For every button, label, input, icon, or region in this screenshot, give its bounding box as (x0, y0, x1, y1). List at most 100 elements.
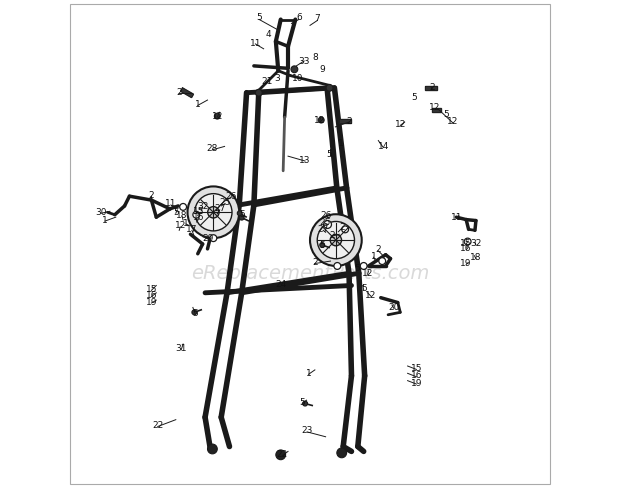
Text: 2: 2 (339, 223, 345, 232)
Circle shape (187, 186, 239, 238)
Text: 8: 8 (312, 53, 318, 62)
Text: 2: 2 (329, 231, 335, 240)
Text: 19: 19 (461, 259, 472, 268)
Text: 12: 12 (429, 103, 441, 112)
Circle shape (330, 234, 342, 246)
Circle shape (208, 206, 219, 218)
Circle shape (337, 448, 347, 458)
Text: 2: 2 (149, 191, 154, 200)
Text: 5: 5 (361, 285, 366, 293)
Text: 11: 11 (451, 213, 462, 222)
Text: 15: 15 (193, 207, 205, 216)
Circle shape (180, 203, 187, 210)
Text: 15: 15 (461, 239, 472, 247)
Text: 14: 14 (378, 142, 389, 151)
Text: 13: 13 (299, 156, 311, 164)
Text: 32: 32 (197, 202, 208, 211)
Text: 2: 2 (312, 258, 317, 267)
Text: 25: 25 (219, 198, 231, 207)
Circle shape (324, 221, 332, 228)
Text: 30: 30 (95, 208, 107, 217)
Polygon shape (433, 108, 441, 111)
Text: 19: 19 (410, 379, 422, 387)
Text: 5: 5 (299, 398, 305, 407)
Text: 29: 29 (203, 234, 214, 243)
Text: 2: 2 (429, 83, 435, 92)
Text: 19: 19 (146, 298, 157, 306)
Text: 22: 22 (277, 450, 288, 459)
Text: 5: 5 (327, 150, 332, 159)
Text: 11: 11 (165, 200, 177, 208)
Text: 11: 11 (250, 40, 261, 48)
Text: 12: 12 (362, 269, 373, 278)
Text: 2: 2 (376, 245, 381, 254)
Text: 12: 12 (394, 120, 406, 129)
Circle shape (210, 235, 217, 242)
Text: 31: 31 (175, 345, 187, 353)
Circle shape (215, 113, 220, 119)
Text: 1: 1 (102, 216, 108, 224)
Text: 3: 3 (274, 74, 280, 82)
Text: 5: 5 (412, 93, 417, 102)
Circle shape (208, 444, 217, 454)
Text: 4: 4 (266, 30, 272, 39)
Text: 28: 28 (206, 144, 218, 153)
Circle shape (192, 310, 197, 315)
Circle shape (291, 66, 298, 73)
Text: 5: 5 (354, 264, 360, 273)
Text: 24: 24 (275, 280, 286, 288)
Circle shape (317, 222, 355, 259)
Polygon shape (425, 86, 437, 90)
Circle shape (342, 226, 348, 233)
Text: 18: 18 (177, 211, 188, 220)
Text: 17: 17 (186, 225, 198, 234)
Text: 16: 16 (193, 213, 205, 222)
Text: 27: 27 (317, 225, 329, 234)
Circle shape (334, 263, 341, 269)
Circle shape (193, 211, 200, 218)
Text: 2: 2 (177, 88, 182, 97)
Circle shape (239, 215, 244, 220)
Circle shape (318, 117, 324, 123)
Text: 5: 5 (319, 241, 325, 250)
Text: 12: 12 (447, 118, 459, 126)
Text: 33: 33 (298, 57, 310, 65)
Text: eReplacementParts.com: eReplacementParts.com (191, 264, 429, 283)
Circle shape (237, 211, 242, 216)
Circle shape (310, 214, 361, 266)
Circle shape (303, 401, 308, 406)
Text: 15: 15 (410, 364, 422, 373)
Text: 26: 26 (225, 192, 237, 201)
Text: 16: 16 (410, 371, 422, 380)
Text: 27: 27 (214, 204, 226, 213)
Circle shape (255, 89, 262, 96)
Circle shape (195, 194, 232, 231)
Circle shape (360, 263, 367, 269)
Circle shape (276, 450, 286, 460)
Text: 25: 25 (319, 218, 330, 226)
Text: 12: 12 (365, 291, 377, 300)
Text: 5: 5 (173, 208, 179, 217)
Text: 6: 6 (296, 13, 302, 21)
Text: 7: 7 (314, 14, 320, 22)
Text: 5: 5 (444, 110, 449, 119)
Text: 1: 1 (371, 252, 376, 261)
Text: 5: 5 (257, 13, 262, 21)
Text: 22: 22 (152, 421, 163, 430)
Text: 1: 1 (339, 139, 344, 148)
Text: 1: 1 (183, 219, 189, 227)
Text: 18: 18 (470, 253, 482, 262)
Text: 12: 12 (314, 116, 326, 124)
Circle shape (464, 238, 471, 245)
Text: 1: 1 (306, 369, 311, 378)
Polygon shape (180, 88, 193, 98)
Circle shape (320, 243, 325, 247)
Text: 16: 16 (461, 244, 472, 253)
Text: 12: 12 (211, 112, 223, 121)
Text: 9: 9 (319, 65, 325, 74)
Text: 32: 32 (470, 240, 482, 248)
Text: 15: 15 (146, 285, 157, 294)
Polygon shape (339, 119, 352, 123)
Text: 16: 16 (146, 291, 157, 300)
Text: 2: 2 (346, 117, 352, 125)
